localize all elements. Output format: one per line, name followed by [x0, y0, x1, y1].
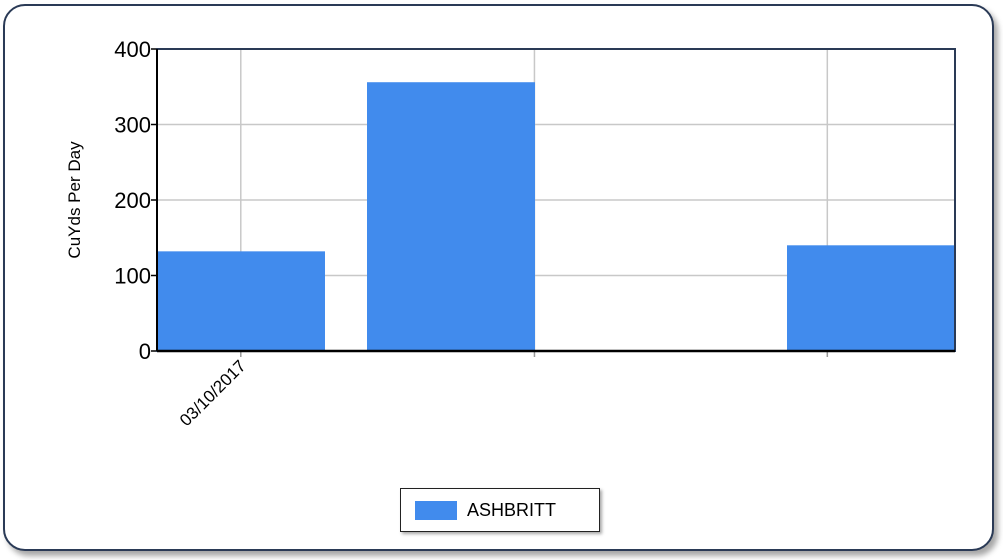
legend-swatch: [415, 501, 457, 520]
legend: ASHBRITT: [400, 488, 600, 532]
y-tick-label: 0: [139, 339, 151, 364]
axes: [151, 48, 956, 357]
bar: [157, 251, 325, 351]
y-tick-labels: 0 100 200 300 400: [114, 37, 151, 364]
y-tick-label: 100: [114, 264, 151, 289]
x-tick-labels: 03/10/2017: [176, 356, 250, 430]
legend-label-ashbritt: ASHBRITT: [467, 500, 557, 520]
bar: [787, 245, 955, 351]
y-axis-title: CuYds Per Day: [65, 141, 84, 259]
y-tick-label: 200: [114, 188, 151, 213]
y-tick-label: 400: [114, 37, 151, 62]
y-tick-label: 300: [114, 113, 151, 138]
bars: [157, 82, 955, 351]
x-tick-label: 03/10/2017: [176, 356, 250, 430]
bar: [367, 82, 535, 351]
